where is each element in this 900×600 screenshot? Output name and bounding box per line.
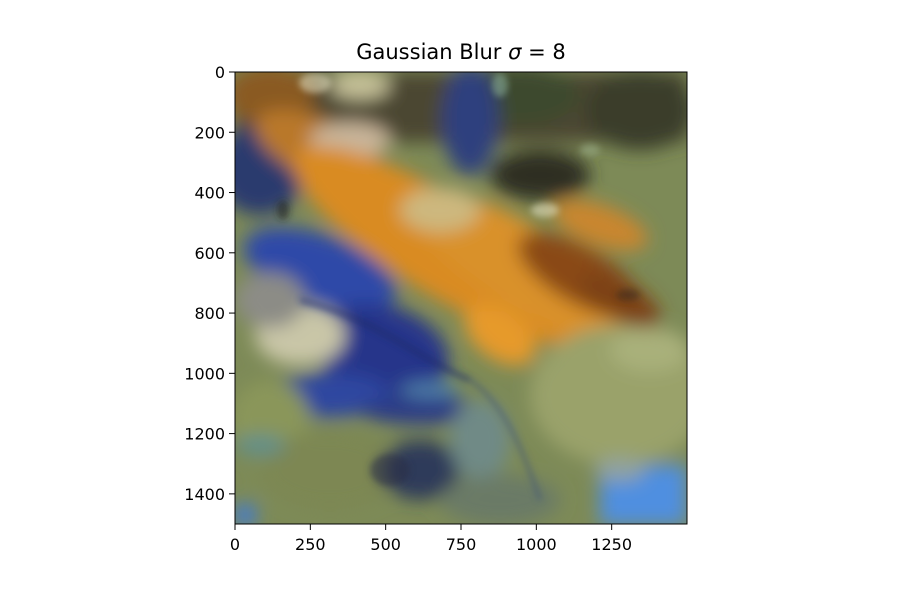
y-tick-label: 1000 — [184, 364, 225, 383]
x-tick-label: 1000 — [516, 535, 557, 554]
y-tick-label: 0 — [215, 63, 225, 82]
x-tick-label: 0 — [230, 535, 240, 554]
x-tick-label: 500 — [370, 535, 401, 554]
y-tick-label: 400 — [194, 184, 225, 203]
y-tick-label: 600 — [194, 244, 225, 263]
y-tick-label: 1200 — [184, 425, 225, 444]
y-tick-label: 800 — [194, 304, 225, 323]
blurred-satellite-image — [235, 72, 687, 524]
x-axis: 0 250 500 750 1000 1250 — [230, 524, 632, 554]
y-axis: 0 200 400 600 800 1000 1200 1400 — [184, 63, 235, 504]
y-tick-label: 1400 — [184, 485, 225, 504]
x-tick-label: 250 — [295, 535, 326, 554]
x-tick-label: 750 — [446, 535, 477, 554]
x-tick-label: 1250 — [591, 535, 632, 554]
image-area — [235, 72, 687, 524]
y-tick-label: 200 — [194, 123, 225, 142]
chart-title: Gaussian Blur σ = 8 — [356, 40, 566, 64]
image-texture — [277, 73, 640, 501]
